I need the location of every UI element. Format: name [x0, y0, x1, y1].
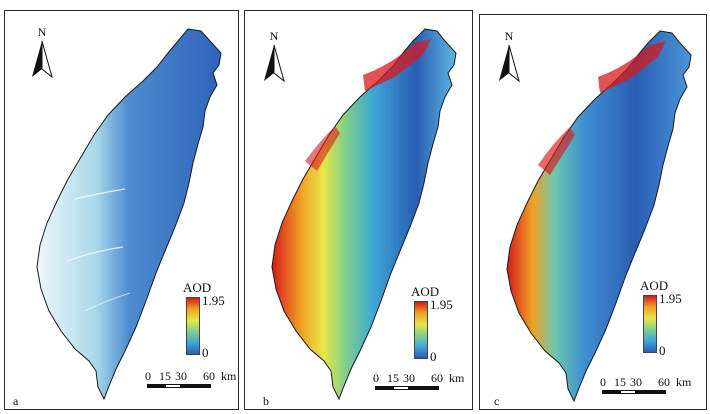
legend-min-label: 0	[430, 349, 437, 364]
north-arrow-icon	[32, 40, 53, 79]
north-arrow-a: N	[27, 25, 57, 81]
scale-tick: 15	[614, 375, 626, 389]
scale-seg	[165, 384, 181, 388]
scale-tick: 60	[203, 369, 215, 383]
scale-unit: km	[449, 371, 465, 385]
scale-bar-c: 0 15 30 60 km	[600, 375, 706, 405]
legend-colorbar	[186, 297, 200, 355]
scale-tick: 15	[159, 369, 171, 383]
north-label: N	[504, 29, 514, 43]
scale-bar-b: 0 15 30 60 km	[373, 371, 472, 401]
north-label: N	[37, 25, 47, 39]
river-a1	[74, 188, 126, 200]
north-label: N	[269, 29, 279, 43]
scale-seg	[602, 390, 620, 394]
legend-title: AOD	[411, 284, 440, 299]
map-panel-c: N AOD 1.95 0 0 15 30 60 km c	[479, 14, 707, 410]
map-panel-b: N AOD 1.95 0 0 15 30 60 km b	[244, 10, 473, 410]
panel-label-b: b	[263, 394, 269, 408]
hotspot-c1	[598, 41, 666, 93]
north-arrow-b: N	[259, 29, 289, 85]
map-panel-a: N AOD 1.95 0 0 15 30 60 km a	[4, 10, 239, 410]
hotspot-c2	[538, 127, 575, 175]
legend-colorbar	[414, 301, 428, 359]
scale-seg	[147, 384, 165, 388]
legend-min-label: 0	[202, 345, 209, 360]
panel-label-a: a	[13, 394, 19, 408]
aod-legend-b: AOD 1.95 0	[411, 284, 472, 377]
taiwan-aod-map-a	[36, 28, 222, 401]
hotspot-b1	[363, 39, 431, 91]
scale-seg	[620, 390, 636, 394]
panel-label-c: c	[494, 394, 500, 408]
scale-tick: 15	[387, 371, 399, 385]
scale-bar-a: 0 15 30 60 km	[145, 369, 238, 399]
scale-seg	[636, 390, 666, 394]
scale-seg	[409, 386, 439, 390]
legend-max-label: 1.95	[202, 293, 225, 308]
taiwan-aod-map-c	[506, 30, 692, 403]
scale-unit: km	[676, 375, 692, 389]
scale-tick: 0	[373, 371, 379, 385]
legend-title: AOD	[183, 280, 212, 295]
taiwan-island-a	[36, 28, 222, 401]
river-a2	[66, 246, 124, 262]
legend-colorbar	[643, 295, 657, 353]
taiwan-aod-map-b	[271, 28, 457, 401]
scale-seg	[181, 384, 211, 388]
scale-seg	[393, 386, 409, 390]
legend-min-label: 0	[659, 343, 666, 358]
legend-max-label: 1.95	[430, 297, 453, 312]
scale-tick: 30	[630, 375, 642, 389]
legend-max-label: 1.95	[659, 291, 682, 306]
scale-seg	[375, 386, 393, 390]
north-arrow-icon	[499, 44, 520, 83]
north-arrow-icon	[264, 44, 285, 83]
hotspot-b2	[305, 126, 340, 171]
legend-title: AOD	[640, 278, 669, 293]
scale-unit: km	[221, 369, 237, 383]
scale-tick: 0	[600, 375, 606, 389]
scale-tick: 0	[145, 369, 151, 383]
aod-legend-a: AOD 1.95 0	[183, 280, 238, 373]
scale-tick: 60	[431, 371, 443, 385]
scale-tick: 30	[175, 369, 187, 383]
north-arrow-c: N	[494, 29, 524, 85]
scale-tick: 60	[658, 375, 670, 389]
river-a3	[84, 292, 131, 312]
aod-legend-c: AOD 1.95 0	[640, 279, 704, 371]
scale-tick: 30	[403, 371, 415, 385]
